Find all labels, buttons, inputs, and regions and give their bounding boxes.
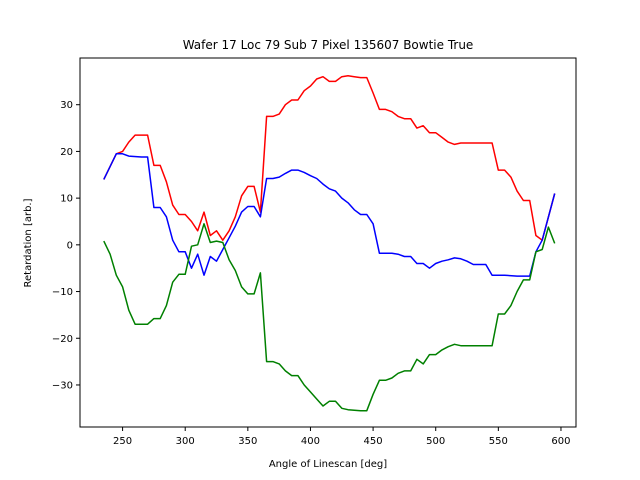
series-line-1 — [103, 74, 556, 241]
y-tick-label: −30 — [52, 380, 73, 391]
axis-ticks-group: 250 300 350 400 450 500 550 600 −30 −20 −10 0 10 20 30 — [52, 100, 571, 447]
x-tick-label: 400 — [301, 436, 320, 447]
series-line-2 — [103, 153, 556, 277]
y-tick-label: −10 — [52, 287, 73, 298]
chart-title: Wafer 17 Loc 79 Sub 7 Pixel 135607 Bowti… — [183, 38, 474, 52]
series-line-3 — [103, 223, 556, 412]
y-tick-label: 10 — [60, 194, 73, 205]
y-axis-label: Retardation [arb.] — [23, 198, 34, 287]
x-tick-label: 300 — [176, 436, 195, 447]
x-axis-label: Angle of Linescan [deg] — [269, 459, 387, 470]
x-tick-label: 350 — [238, 436, 257, 447]
plot-series-group — [103, 74, 556, 412]
y-tick-label: 30 — [60, 100, 73, 111]
y-tick-label: 0 — [67, 240, 73, 251]
y-tick-label: 20 — [60, 147, 73, 158]
x-tick-label: 600 — [551, 436, 570, 447]
y-tick-label: −20 — [52, 334, 73, 345]
x-tick-label: 550 — [489, 436, 508, 447]
plot-area-frame — [79, 57, 577, 428]
x-tick-label: 250 — [113, 436, 132, 447]
x-tick-label: 500 — [426, 436, 445, 447]
x-tick-label: 450 — [364, 436, 383, 447]
